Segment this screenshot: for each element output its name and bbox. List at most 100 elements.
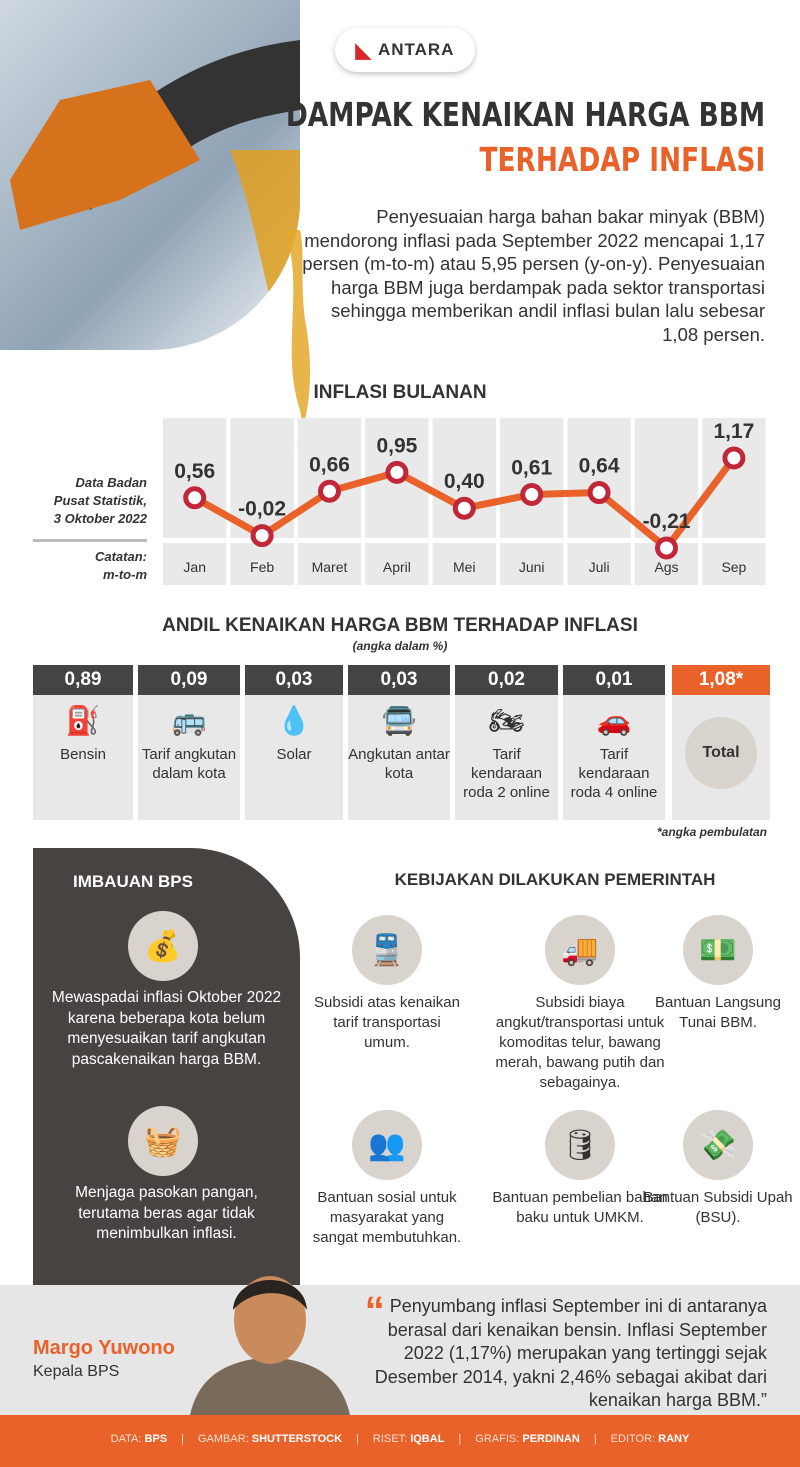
motorcycle-icon: 🏍: [488, 704, 525, 736]
data-label: 0,64: [579, 455, 620, 478]
data-point: [722, 446, 746, 470]
x-tick-label: Mei: [453, 559, 476, 575]
kebijakan-title: KEBIJAKAN DILAKUKAN PEMERINTAH: [394, 870, 716, 889]
andil-item: 0,01 🚗 Tarif kendaraan roda 4 online: [563, 665, 665, 820]
title-line-1: DAMPAK KENAIKAN HARGA BBM: [285, 95, 765, 134]
kebijakan-text: Subsidi atas kenaikan tarif transportasi…: [314, 994, 460, 1051]
icon-glyph: 💸: [699, 1128, 737, 1162]
icon-glyph: 🚆: [368, 933, 406, 967]
icon-glyph: 🛢: [560, 1128, 600, 1162]
kebijakan-text: Bantuan sosial untuk masyarakat yang san…: [312, 1189, 462, 1246]
data-label: -0,02: [238, 498, 286, 521]
imbauan-item-1: Mewaspadai inflasi Oktober 2022 karena b…: [51, 989, 282, 1068]
credit-item: RISET: IQBAL: [373, 1433, 445, 1445]
data-point: [452, 496, 476, 520]
food-crate-icon: 🧺: [128, 1106, 198, 1176]
icon-glyph: 💰: [144, 929, 182, 963]
separator: |: [181, 1433, 184, 1445]
andil-label: Tarif kendaraan roda 4 online: [570, 746, 658, 801]
data-point: [587, 481, 611, 505]
credit-item: GAMBAR: SHUTTERSTOCK: [198, 1433, 342, 1445]
andil-label: Solar: [276, 746, 312, 763]
andil-value: 0,03: [348, 665, 450, 695]
x-tick-label: Ags: [654, 559, 678, 575]
category-cell: [432, 543, 496, 585]
fuel-nozzle-illustration: [0, 0, 300, 350]
icon-glyph: 👥: [368, 1128, 406, 1162]
speaker-role: Kepala BPS: [33, 1363, 120, 1380]
credit-key: GRAFIS:: [475, 1433, 520, 1445]
credit-value: RANY: [658, 1433, 690, 1445]
kebijakan-text: Bantuan pembelian bahan baku untuk UMKM.: [492, 1189, 668, 1226]
column-bg: [297, 418, 362, 538]
data-label: -0,21: [643, 510, 691, 533]
title-line-2: TERHADAP INFLASI: [479, 140, 765, 179]
data-point: [250, 524, 274, 548]
separator: |: [593, 1433, 597, 1445]
source-line: Data Badan: [75, 475, 147, 490]
kebijakan-text: Subsidi biaya angkut/transportasi untuk …: [495, 994, 665, 1091]
andil-subtitle: (angka dalam %): [352, 639, 448, 653]
oil-drop-icon: 💧: [276, 704, 312, 736]
speaker-name: Margo Yuwono: [33, 1337, 175, 1359]
quote-mark-icon: “: [364, 1289, 385, 1333]
credit-item: EDITOR: RANY: [611, 1433, 690, 1445]
quote-text: “ Penyumbang inflasi September ini di an…: [352, 1291, 767, 1413]
andil-item: 0,02 🏍 Tarif kendaraan roda 2 online: [455, 665, 558, 820]
andil-item: 0,09 🚌 Tarif angkutan dalam kota: [138, 665, 240, 820]
credit-value: PERDINAN: [522, 1433, 580, 1445]
truck-icon: 🚚: [545, 915, 615, 985]
kebijakan-item: 👥 Bantuan sosial untuk masyarakat yang s…: [312, 1110, 462, 1248]
data-label: 0,56: [174, 460, 215, 483]
monthly-inflation-chart: Jan Feb Maret April Mei Juni Juli Ags Sep 0,56 -0,…: [163, 418, 766, 585]
x-tick-label: Jan: [183, 559, 206, 575]
source-line: Pusat Statistik,: [53, 493, 147, 508]
data-label: 0,66: [309, 453, 350, 476]
column-bg: [702, 418, 766, 538]
intro-paragraph: Penyesuaian harga bahan bakar minyak (BB…: [302, 206, 765, 345]
cars-icon: 🚗: [596, 704, 632, 736]
credit-value: IQBAL: [410, 1433, 445, 1445]
andil-label: Angkutan antar kota: [348, 746, 450, 782]
credit-item: GRAFIS: PERDINAN: [475, 1433, 580, 1445]
x-tick-label: Maret: [312, 559, 348, 575]
x-tick-label: Sep: [721, 559, 746, 575]
category-cell: [163, 543, 227, 585]
quote-section: Margo Yuwono Kepala BPS “ Penyumbang inf…: [0, 1276, 800, 1415]
data-label: 0,61: [511, 457, 552, 480]
andil-value: 0,03: [245, 665, 343, 695]
fuel-nozzle-icon: [10, 40, 300, 340]
transport-icon: 🚆: [352, 915, 422, 985]
x-tick-label: Juli: [589, 559, 610, 575]
column-bg: [500, 418, 564, 538]
andil-item: 0,89 ⛽ Bensin: [33, 665, 133, 820]
andil-value: 0,09: [138, 665, 240, 695]
antara-logo-mark-icon: ◣: [355, 39, 372, 62]
data-point: [385, 460, 409, 484]
people-icon: 👥: [352, 1110, 422, 1180]
data-point: [318, 479, 341, 503]
source-line: 3 Oktober 2022: [53, 511, 147, 526]
credits-footer: DATA: BPS | GAMBAR: SHUTTERSTOCK | RISET: IQ…: [0, 1415, 800, 1467]
wage-subsidy-icon: 💸: [683, 1110, 753, 1180]
icon-glyph: 💵: [699, 933, 737, 967]
fuel-splash: [285, 230, 310, 455]
icon-glyph: 🧺: [144, 1124, 182, 1158]
credit-key: GAMBAR:: [197, 1433, 249, 1445]
kebijakan-text: Bantuan Langsung Tunai BBM.: [655, 994, 781, 1031]
credit-key: EDITOR:: [610, 1433, 656, 1445]
category-cell: [365, 543, 429, 585]
andil-value: 0,01: [563, 665, 665, 695]
intercity-bus-icon: 🚍: [381, 704, 417, 736]
kebijakan-item: 💸 Bantuan Subsidi Upah (BSU).: [643, 1110, 793, 1228]
money-bag-chart-icon: 💰: [128, 911, 198, 981]
data-point: [655, 536, 678, 560]
raw-materials-icon: 🛢: [545, 1110, 615, 1180]
footnote: *angka pembulatan: [656, 825, 767, 839]
x-tick-label: Juni: [519, 559, 545, 575]
andil-title: ANDIL KENAIKAN HARGA BBM TERHADAP INFLAS…: [162, 615, 638, 636]
kebijakan-item: 🚚 Subsidi biaya angkut/transportasi untu…: [485, 915, 675, 1093]
category-cell: [230, 543, 294, 585]
andil-item: 0,03 💧 Solar: [245, 665, 343, 820]
x-tick-label: Feb: [250, 559, 274, 575]
